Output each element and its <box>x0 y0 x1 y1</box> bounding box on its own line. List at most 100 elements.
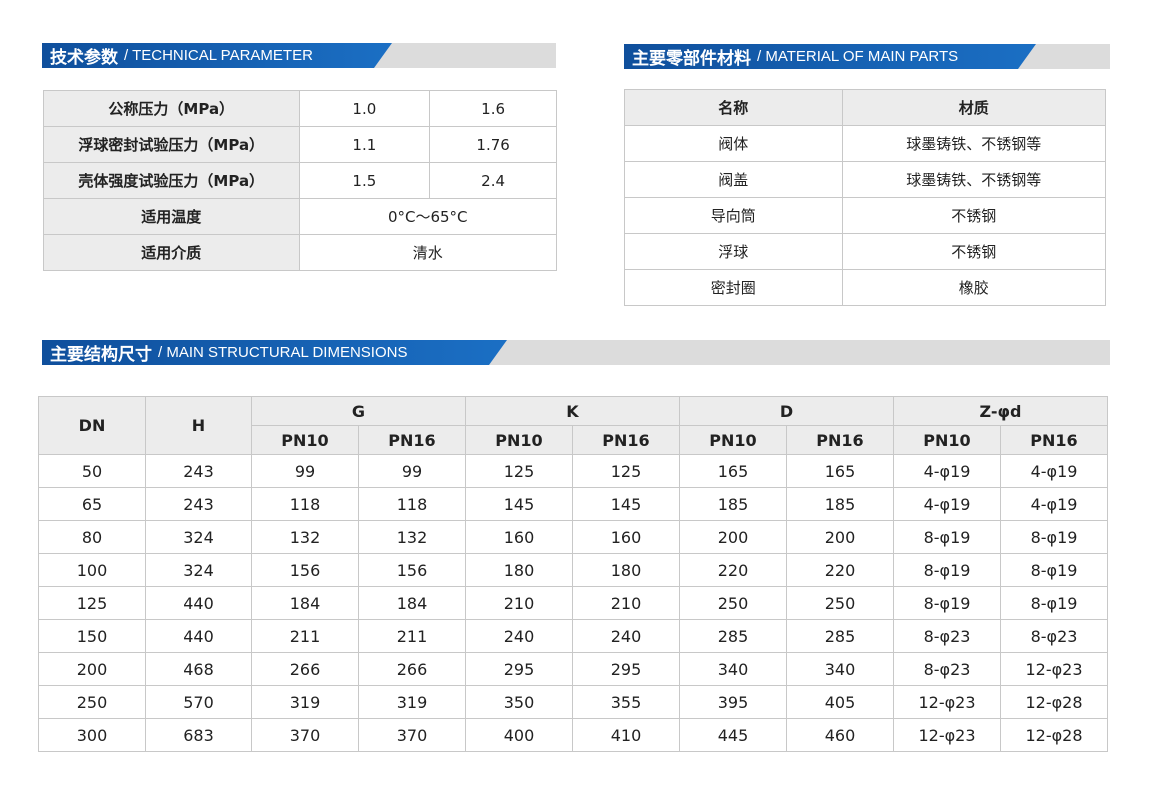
table-cell: 165 <box>679 454 787 488</box>
table-cell: 8-φ19 <box>1000 586 1108 620</box>
table-cell: 210 <box>572 586 680 620</box>
table-cell: 4-φ19 <box>893 454 1001 488</box>
table-cell: 295 <box>465 652 573 686</box>
table-cell: 2.4 <box>429 162 557 199</box>
table-cell: 319 <box>251 685 359 719</box>
table-row: 适用温度 0°C～65°C <box>43 198 557 235</box>
table-cell: PN16 <box>572 425 680 455</box>
section-header-material: 主要零部件材料 / MATERIAL OF MAIN PARTS <box>624 44 1110 69</box>
table-cell: PN10 <box>893 425 1001 455</box>
table-cell: 132 <box>358 520 466 554</box>
table-row: 250 570 319 319 350 355 395 405 12-φ23 12-φ28 <box>38 685 1108 719</box>
table-cell: 公称压力（MPa） <box>43 90 300 127</box>
table-cell: 132 <box>251 520 359 554</box>
table-cell: 250 <box>38 685 146 719</box>
table-cell: 145 <box>465 487 573 521</box>
table-cell: 145 <box>572 487 680 521</box>
table-cell: 683 <box>145 718 252 752</box>
table-cell: 65 <box>38 487 146 521</box>
table-cell: PN16 <box>1000 425 1108 455</box>
table-cell: 445 <box>679 718 787 752</box>
table-cell: 468 <box>145 652 252 686</box>
table-cell: 1.0 <box>298 90 431 127</box>
table-row: 公称压力（MPa） 1.0 1.6 <box>43 90 557 127</box>
table-cell: 160 <box>572 520 680 554</box>
table-cell: 12-φ23 <box>1000 652 1108 686</box>
table-cell: 400 <box>465 718 573 752</box>
table-row: 适用介质 清水 <box>43 234 557 271</box>
table-cell: 8-φ23 <box>893 652 1001 686</box>
table-cell: 4-φ19 <box>893 487 1001 521</box>
table-cell: 50 <box>38 454 146 488</box>
table-cell: 440 <box>145 619 252 653</box>
table-cell: 395 <box>679 685 787 719</box>
table-cell: 220 <box>786 553 894 587</box>
table-cell: 1.5 <box>298 162 431 199</box>
table-cell: 8-φ19 <box>893 586 1001 620</box>
table-cell: 8-φ19 <box>893 520 1001 554</box>
table-row: 200 468 266 266 295 295 340 340 8-φ23 12-φ23 <box>38 652 1108 686</box>
table-cell: 不锈钢 <box>841 233 1107 270</box>
table-cell: 密封圈 <box>624 269 843 306</box>
table-cell: 250 <box>679 586 787 620</box>
table-row: 导向筒 不锈钢 <box>624 197 1107 234</box>
table-cell: PN10 <box>251 425 359 455</box>
table-cell: 80 <box>38 520 146 554</box>
table-cell: 243 <box>145 487 252 521</box>
table-row: 65 243 118 118 145 145 185 185 4-φ19 4-φ19 <box>38 487 1108 521</box>
table-cell: 12-φ23 <box>893 718 1001 752</box>
table-cell: H <box>145 396 252 455</box>
table-row: 125 440 184 184 210 210 250 250 8-φ19 8-φ19 <box>38 586 1108 620</box>
table-cell: 340 <box>786 652 894 686</box>
table-cell: 285 <box>679 619 787 653</box>
table-cell: 156 <box>358 553 466 587</box>
table-cell: 405 <box>786 685 894 719</box>
table-cell: 8-φ19 <box>1000 520 1108 554</box>
table-cell: Z-φd <box>893 396 1108 426</box>
table-cell: D <box>679 396 894 426</box>
section-title-cn: 主要零部件材料 <box>632 49 751 69</box>
table-cell: 350 <box>465 685 573 719</box>
table-cell: 340 <box>679 652 787 686</box>
table-cell: 阀体 <box>624 125 843 162</box>
section-title-en: / MATERIAL OF MAIN PARTS <box>757 48 959 65</box>
dimensions-table: DN H G K D Z-φd PN10 PN16 PN10 PN16 PN10 PN16 PN10 PN… <box>38 396 1108 752</box>
table-cell: 410 <box>572 718 680 752</box>
table-cell: 240 <box>572 619 680 653</box>
table-cell: G <box>251 396 466 426</box>
table-cell: 184 <box>251 586 359 620</box>
table-cell: 160 <box>465 520 573 554</box>
table-cell: 导向筒 <box>624 197 843 234</box>
table-cell: 1.6 <box>429 90 557 127</box>
table-cell: 99 <box>358 454 466 488</box>
table-cell: 适用温度 <box>43 198 300 235</box>
table-cell: 185 <box>786 487 894 521</box>
table-header-row: 名称 材质 <box>624 89 1107 126</box>
table-cell: 8-φ19 <box>1000 553 1108 587</box>
table-cell: 460 <box>786 718 894 752</box>
table-cell: 156 <box>251 553 359 587</box>
table-cell: 阀盖 <box>624 161 843 198</box>
table-cell: 8-φ23 <box>893 619 1001 653</box>
table-header-row: DN H G K D Z-φd <box>38 396 1108 455</box>
table-cell: 名称 <box>624 89 843 126</box>
table-cell: 319 <box>358 685 466 719</box>
table-cell: 12-φ23 <box>893 685 1001 719</box>
table-cell: 不锈钢 <box>841 197 1107 234</box>
section-header-technical: 技术参数 / TECHNICAL PARAMETER <box>42 43 556 68</box>
section-title-cn: 技术参数 <box>50 48 118 68</box>
table-cell: 12-φ28 <box>1000 718 1108 752</box>
table-cell: 适用介质 <box>43 234 300 271</box>
table-cell: 118 <box>251 487 359 521</box>
table-cell: 浮球 <box>624 233 843 270</box>
table-cell: 266 <box>358 652 466 686</box>
section-title-en: / TECHNICAL PARAMETER <box>124 47 313 64</box>
table-cell: 250 <box>786 586 894 620</box>
table-cell: 125 <box>38 586 146 620</box>
table-cell: 266 <box>251 652 359 686</box>
table-cell: 浮球密封试验压力（MPa） <box>43 126 300 163</box>
table-row: 壳体强度试验压力（MPa） 1.5 2.4 <box>43 162 557 199</box>
table-cell: 球墨铸铁、不锈钢等 <box>841 125 1107 162</box>
table-cell: 12-φ28 <box>1000 685 1108 719</box>
section-header-dimensions: 主要结构尺寸 / MAIN STRUCTURAL DIMENSIONS <box>42 340 1110 365</box>
